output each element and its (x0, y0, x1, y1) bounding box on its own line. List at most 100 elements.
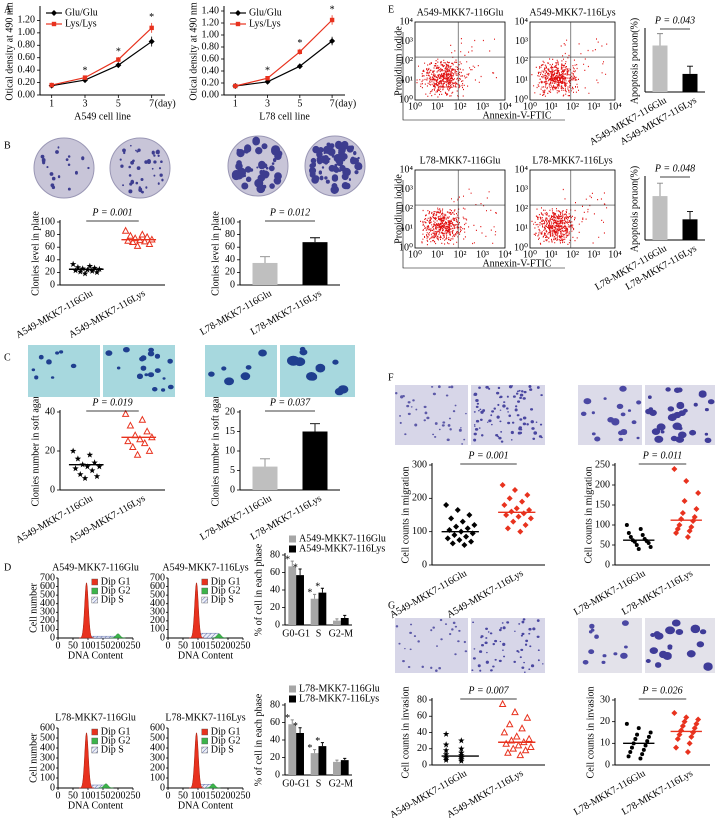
phase-g2 (211, 633, 227, 639)
error-bar (657, 33, 663, 46)
data-point (688, 733, 695, 740)
y-tick-label: 0.00 (18, 89, 36, 100)
x-tick-label: 3 (83, 98, 88, 109)
data-point (508, 508, 515, 515)
y-tick-label: 20 (45, 445, 55, 456)
y-tick-label: 1.00 (18, 27, 36, 38)
y-tick-label: 0 (50, 632, 55, 643)
data-point (695, 716, 702, 723)
p-value: P = 0.019 (91, 397, 132, 408)
y-tick-label: 10⁰ (514, 242, 528, 253)
y-tick-label: 0 (275, 619, 280, 630)
data-point (643, 743, 648, 748)
bar (340, 760, 349, 775)
y-tick-label: 0.20 (18, 77, 36, 88)
y-tick-label: 80 (225, 229, 235, 240)
data-point (74, 455, 82, 462)
cells (473, 384, 543, 443)
x-tick-label: 10² (454, 249, 467, 260)
y-tick-label: 200 (40, 762, 55, 773)
data-point (683, 478, 690, 484)
y-tick-label: 100 (40, 624, 55, 635)
bar (318, 592, 327, 625)
micrograph (578, 385, 642, 445)
data-point (633, 737, 638, 741)
data-point (133, 450, 142, 458)
data-point (514, 741, 523, 749)
series-line (51, 41, 153, 87)
y-tick-label: 10¹ (515, 223, 528, 234)
data-point (690, 729, 697, 736)
y-tick-label: 10⁰ (514, 94, 528, 105)
data-point (524, 492, 531, 498)
x-tick-label: 150 (96, 640, 111, 651)
data-point (648, 545, 653, 549)
data-point (519, 498, 526, 505)
data-point (628, 750, 633, 754)
data-point (678, 516, 685, 522)
y-tick-label: 10⁰ (399, 242, 413, 253)
x-tick-label: 50 (178, 790, 188, 801)
x-tick-label: 10³ (476, 101, 489, 112)
data-point (93, 269, 101, 276)
data-point (124, 436, 132, 445)
data-point (464, 525, 471, 532)
y-tick-label: 10¹ (400, 223, 413, 234)
legend-label: Dip G2 (211, 735, 241, 746)
x-axis-label: DNA Content (178, 800, 234, 811)
y-tick-label: 300 (40, 607, 55, 618)
data-point (265, 76, 270, 81)
colonies (40, 146, 90, 191)
y-tick-label: 100 (220, 216, 235, 227)
cells (105, 347, 174, 392)
data-point (131, 431, 140, 439)
y-tick-label: 20 (270, 752, 280, 763)
y-tick-label: 400 (40, 598, 55, 609)
y-tick-label: 10¹ (400, 75, 413, 86)
y-tick-label: 0 (230, 279, 235, 290)
bar (252, 466, 278, 490)
x-axis-label: Annexin-V-FTIC (482, 258, 551, 269)
x-tick-label: G2-M (329, 778, 354, 789)
data-point (515, 513, 522, 520)
phase-g2 (98, 783, 114, 789)
legend-label: A549-MKK7-116Lys (299, 543, 385, 554)
data-point (131, 234, 140, 242)
data-point (79, 461, 86, 468)
p-value: P = 0.011 (642, 450, 682, 461)
y-tick-label: 0.20 (202, 77, 220, 88)
y-tick-label: 100 (150, 624, 165, 635)
data-point (463, 533, 470, 540)
x-tick-label: 50 (178, 640, 188, 651)
cells (395, 618, 468, 672)
data-point (77, 268, 84, 275)
y-tick-label: 10³ (400, 36, 413, 47)
y-tick-label: 10⁴ (400, 164, 414, 175)
x-tick-label: 10¹ (431, 101, 444, 112)
y-tick-label: 10³ (515, 184, 528, 195)
data-point (631, 741, 636, 746)
data-point (681, 498, 688, 504)
data-point (446, 527, 453, 533)
significance-mark: * (315, 582, 320, 593)
y-tick-label: 20 (417, 743, 427, 754)
legend-label: Dip G2 (211, 585, 241, 596)
data-point (145, 446, 154, 454)
flow-frame (529, 169, 616, 249)
p-value: P = 0.026 (641, 685, 682, 696)
y-tick-label: 1.40 (202, 5, 220, 16)
x-axis-label: Annexin-V-FTIC (482, 110, 551, 121)
data-point (501, 502, 508, 508)
x-tick-label: G0-G1 (282, 628, 310, 639)
y-axis-label: % of cell in each phase (253, 543, 264, 636)
error-bar (687, 211, 693, 220)
y-tick-label: 10 (225, 445, 235, 456)
data-point (297, 49, 303, 54)
phase-g2 (205, 783, 221, 789)
micrograph (578, 618, 642, 673)
y-tick-label: 600 (150, 581, 165, 592)
y-tick-label: 10³ (400, 184, 413, 195)
series-line (51, 27, 153, 86)
y-axis-label: Cell number (28, 732, 39, 782)
error-bar (310, 423, 320, 432)
